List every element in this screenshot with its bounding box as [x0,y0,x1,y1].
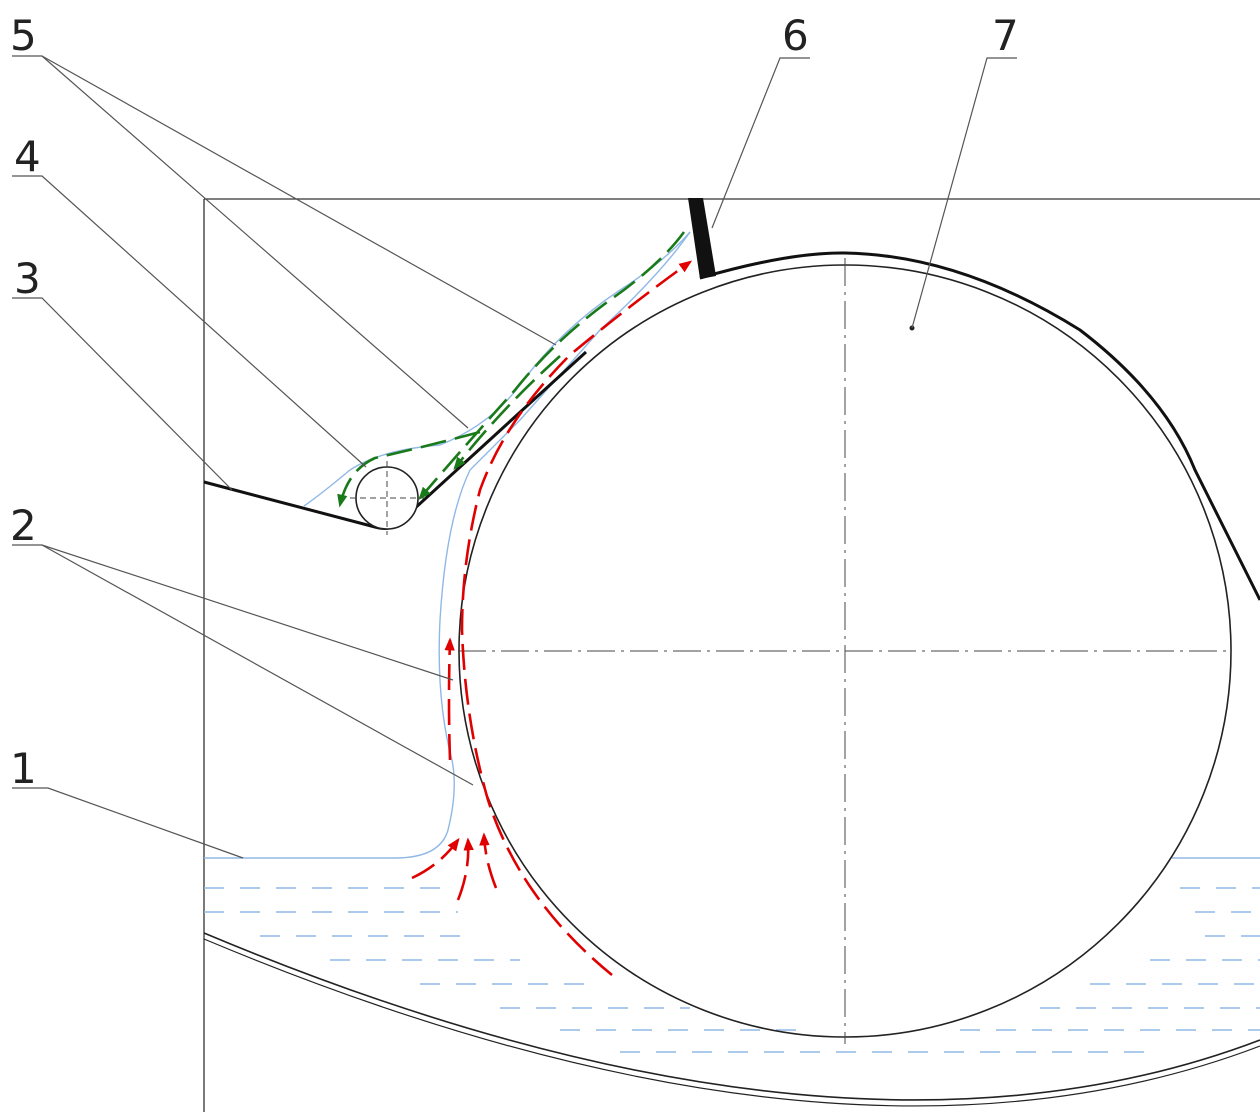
drum [458,251,1260,1044]
callout-7: 7 [992,11,1019,60]
callout-6: 6 [782,11,809,60]
upward-flow-arrows [411,260,693,977]
callout-5: 5 [10,11,37,60]
leader-lines [12,55,1017,859]
tank-bottom [203,932,1260,1107]
return-flow-arrows [337,231,686,508]
roller [350,461,424,535]
frame [203,198,1260,1112]
callout-numbers: 1 2 3 4 5 6 7 [10,11,1019,793]
scraper-blade [688,198,716,279]
callout-3: 3 [14,254,41,303]
callout-1: 1 [10,744,37,793]
callout-2: 2 [10,501,37,550]
water-pool [204,759,1260,1053]
callout-4: 4 [14,132,41,181]
